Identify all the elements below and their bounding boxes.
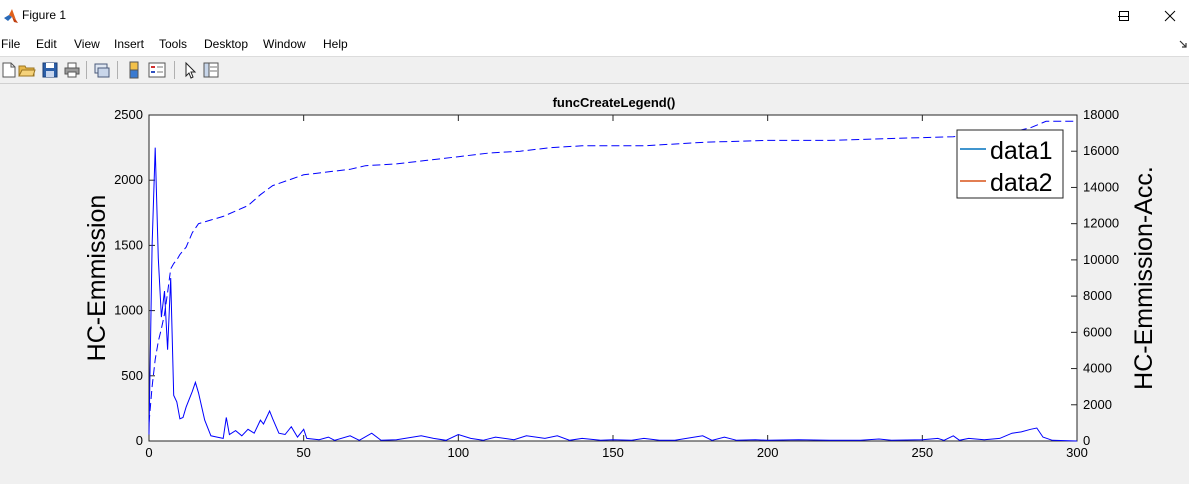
- legend-label-data2: data2: [990, 169, 1053, 197]
- x-tick-label: 300: [1066, 445, 1088, 460]
- insert-legend-icon[interactable]: [148, 61, 166, 79]
- toolbar-separator: [117, 61, 118, 79]
- x-tick-label: 50: [296, 445, 310, 460]
- series-accumulated-line: [148, 120, 1077, 423]
- y-right-tick-label: 8000: [1083, 288, 1112, 303]
- save-icon[interactable]: [41, 61, 59, 79]
- menu-bar: File Edit View Insert Tools Desktop Wind…: [0, 31, 1189, 57]
- y-right-tick-label: 6000: [1083, 324, 1112, 339]
- menu-tools[interactable]: Tools: [159, 37, 188, 51]
- y-right-tick-label: 12000: [1083, 216, 1119, 231]
- menu-desktop[interactable]: Desktop: [204, 37, 249, 51]
- edit-plot-arrow-icon[interactable]: [181, 61, 199, 79]
- menu-window[interactable]: Window: [263, 37, 306, 51]
- new-figure-icon[interactable]: [0, 61, 18, 79]
- y-axis-label-right: HC-Emmission-Acc.: [1130, 166, 1158, 390]
- menu-edit[interactable]: Edit: [36, 37, 57, 51]
- menu-file[interactable]: File: [1, 37, 21, 51]
- x-tick-label: 0: [145, 445, 152, 460]
- plot-area[interactable]: [148, 114, 1078, 442]
- y-right-tick-label: 16000: [1083, 143, 1119, 158]
- link-plot-icon[interactable]: [93, 61, 111, 79]
- menu-insert[interactable]: Insert: [114, 37, 145, 51]
- legend-box: [956, 129, 1064, 199]
- property-inspector-icon[interactable]: [202, 61, 220, 79]
- y-right-tick-label: 0: [1083, 433, 1090, 448]
- open-file-icon[interactable]: [18, 61, 36, 79]
- figure-canvas: funcCreateLegend() 0 50 100 150 200 250 300050…: [83, 95, 1158, 460]
- insert-colorbar-icon[interactable]: [125, 61, 143, 79]
- chart-title: funcCreateLegend(): [553, 95, 676, 110]
- menu-help[interactable]: Help: [323, 37, 348, 51]
- x-tick-label: 250: [911, 445, 933, 460]
- menu-view[interactable]: View: [74, 37, 100, 51]
- y-left-tick-label: 2500: [114, 107, 143, 122]
- title-bar: Figure 1: [0, 0, 1189, 31]
- y-axis-label-left: HC-Emmission: [83, 195, 111, 362]
- x-tick-label: 200: [757, 445, 779, 460]
- legend-label-data1: data1: [990, 137, 1053, 165]
- data-series: [148, 120, 1078, 442]
- y-right-tick-label: 4000: [1083, 361, 1112, 376]
- maximize-icon: [1119, 11, 1129, 21]
- axis-ticks: 0 50 100 150 200 250 3000500100015002000250002…: [114, 107, 1119, 460]
- print-icon[interactable]: [63, 61, 81, 79]
- y-right-tick-label: 14000: [1083, 179, 1119, 194]
- y-left-tick-label: 500: [121, 368, 143, 383]
- y-right-tick-label: 18000: [1083, 107, 1119, 122]
- y-left-tick-label: 1500: [114, 237, 143, 252]
- legend[interactable]: data1 data2: [956, 129, 1064, 199]
- toolbar-separator: [86, 61, 87, 79]
- close-icon: [1164, 10, 1176, 22]
- y-left-tick-label: 0: [136, 433, 143, 448]
- y-left-tick-label: 1000: [114, 303, 143, 318]
- figure-toolbar: [0, 57, 1189, 84]
- x-tick-label: 150: [602, 445, 624, 460]
- y-right-tick-label: 10000: [1083, 252, 1119, 267]
- close-button[interactable]: [1147, 0, 1189, 31]
- window-title: Figure 1: [22, 8, 67, 22]
- series-emission-line: [148, 147, 1078, 442]
- dock-arrow-icon[interactable]: [1179, 40, 1188, 49]
- y-right-tick-label: 2000: [1083, 397, 1112, 412]
- x-tick-label: 100: [447, 445, 469, 460]
- matlab-logo-icon: [4, 9, 18, 23]
- y-left-tick-label: 2000: [114, 172, 143, 187]
- toolbar-separator: [174, 61, 175, 79]
- maximize-button[interactable]: [1101, 0, 1147, 31]
